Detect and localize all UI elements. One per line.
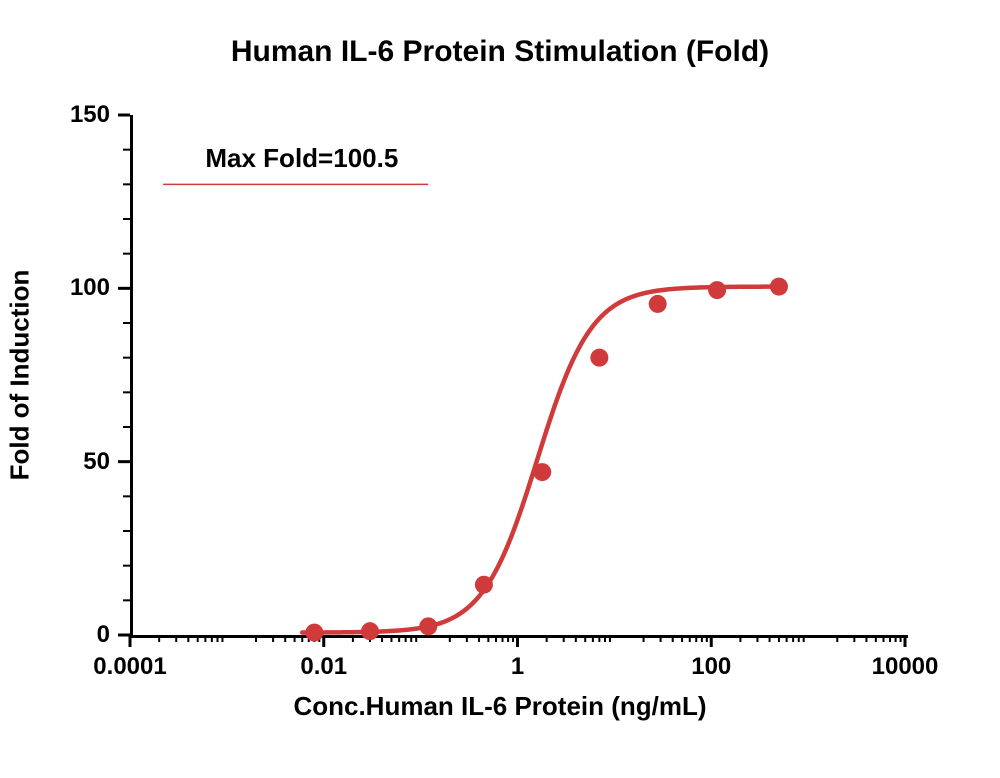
data-point [305,624,323,642]
x-tick-label: 1 [511,653,524,681]
x-tick-label: 10000 [872,653,939,681]
y-tick-label: 100 [48,274,110,302]
dose-response-curve [302,287,783,633]
data-point [475,576,493,594]
data-point [590,349,608,367]
data-point [533,463,551,481]
x-tick-label: 100 [691,653,731,681]
y-tick-label: 0 [48,621,110,649]
y-tick-label: 50 [48,448,110,476]
data-point [361,622,379,640]
data-point [770,278,788,296]
x-tick-label: 0.0001 [93,653,166,681]
data-point [419,617,437,635]
data-point [649,295,667,313]
data-point [708,281,726,299]
y-tick-label: 150 [48,101,110,129]
x-tick-label: 0.01 [300,653,347,681]
